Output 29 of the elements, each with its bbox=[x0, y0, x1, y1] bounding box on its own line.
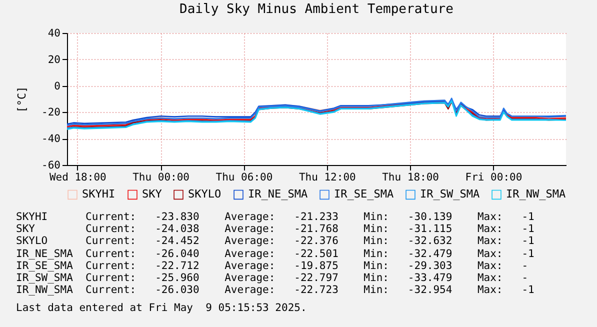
text: IR_NW_SMA Current: -26.030 Average: -22.723 Min: -32.954 Max: -1 bbox=[16, 284, 536, 296]
text: IR_NE_SMA Current: -26.040 Average: -22.501 Min: -32.479 Max: -1 bbox=[16, 248, 536, 260]
x-tick-label: Wed 18:00 bbox=[49, 172, 106, 184]
text: Last data entered at Fri May 9 05:15:53 2025. bbox=[16, 302, 308, 315]
y-tick-label: 20 bbox=[48, 54, 60, 66]
text: SKY Current: -24.038 Average: -21.768 Min: -31.115 Max: -1 bbox=[16, 223, 536, 236]
x-tick-label: Thu 18:00 bbox=[382, 172, 440, 184]
y-tick-label: 40 bbox=[48, 28, 60, 40]
text: IR_SW_SMA Current: -25.960 Average: -22.797 Min: -33.479 Max: - bbox=[16, 272, 530, 284]
y-tick-label: 0 bbox=[54, 80, 60, 92]
text: IR_SE_SMA Current: -22.712 Average: -19.875 Min: -29.303 Max: - bbox=[16, 260, 530, 272]
legend-label: IR_NE_SMA bbox=[248, 188, 308, 201]
x-tick-label: Fri 00:00 bbox=[465, 172, 522, 184]
legend-label: SKYHI bbox=[82, 188, 116, 201]
x-tick-label: Thu 00:00 bbox=[132, 172, 190, 184]
text: SKYHI Current: -23.830 Average: -21.233 Min: -30.139 Max: -1 bbox=[16, 211, 536, 224]
chart-title: Daily Sky Minus Ambient Temperature bbox=[180, 2, 454, 17]
text: SKYLO Current: -24.452 Average: -22.376 Min: -32.632 Max: -1 bbox=[16, 235, 536, 248]
y-tick-label: -40 bbox=[42, 133, 60, 146]
legend-label: IR_NW_SMA bbox=[506, 188, 566, 201]
y-tick-label: -20 bbox=[42, 106, 60, 119]
legend-label: SKYLO bbox=[188, 188, 222, 201]
y-axis-title: [°C] bbox=[16, 86, 29, 113]
legend-label: SKY bbox=[142, 188, 162, 201]
legend-label: IR_SW_SMA bbox=[420, 188, 480, 201]
x-tick-label: Thu 12:00 bbox=[298, 172, 356, 184]
y-tick-label: -60 bbox=[42, 160, 60, 172]
legend-label: IR_SE_SMA bbox=[334, 188, 394, 201]
x-tick-label: Thu 06:00 bbox=[216, 172, 273, 184]
